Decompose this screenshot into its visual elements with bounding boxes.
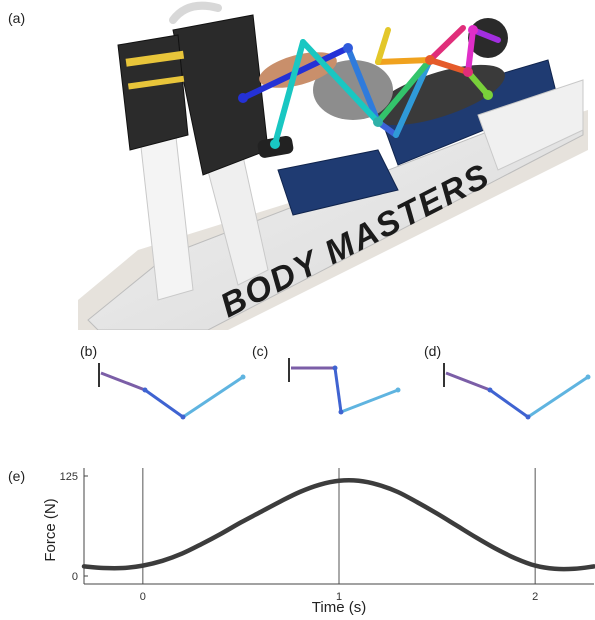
panel-label-b: (b) bbox=[80, 343, 98, 359]
back-rail bbox=[477, 79, 584, 171]
pose-b-knee bbox=[142, 387, 148, 393]
pose-c-thigh bbox=[333, 367, 343, 413]
leg-press-photo: BODY MASTERS bbox=[78, 1, 588, 330]
x-tick-label-0: 0 bbox=[140, 591, 146, 603]
panel-label-a: (a) bbox=[8, 10, 26, 26]
pose-diagram-b bbox=[98, 363, 246, 420]
pose-d-shoulder bbox=[585, 374, 591, 380]
y-tick-label-1: 125 bbox=[60, 471, 78, 483]
pose-d-knee bbox=[487, 387, 493, 393]
seat-cushion bbox=[277, 149, 399, 216]
pose-b-shin bbox=[100, 371, 146, 392]
pose-c-hip bbox=[338, 409, 344, 415]
pose-b-hip bbox=[180, 414, 186, 420]
y-tick-label-0: 0 bbox=[72, 571, 78, 583]
pose-d-thigh bbox=[489, 388, 529, 419]
force-vertical-lines bbox=[142, 468, 536, 584]
force-y-label: Force (N) bbox=[42, 498, 59, 561]
panel-label-e: (e) bbox=[8, 468, 26, 484]
pose-b-thigh bbox=[144, 388, 184, 419]
pose-d-shin bbox=[445, 371, 491, 392]
pose-diagram-d bbox=[443, 363, 591, 420]
x-tick-label-2: 2 bbox=[532, 591, 538, 603]
panel-label-c: (c) bbox=[252, 343, 269, 359]
force-y-ticks: 0 125 bbox=[60, 471, 88, 583]
pose-c-torso bbox=[340, 388, 399, 414]
force-x-label: Time (s) bbox=[312, 599, 366, 616]
pose-d-hip bbox=[525, 414, 531, 420]
pose-c-knee bbox=[332, 365, 338, 371]
weight-box-stripe bbox=[125, 50, 185, 67]
force-series-line bbox=[81, 478, 595, 572]
force-chart: 0 125 0 1 2 Force (N) Time (s) bbox=[42, 468, 595, 616]
pose-b-shoulder bbox=[240, 374, 246, 380]
pose-c-shoulder bbox=[395, 387, 401, 393]
top-handle bbox=[169, 1, 222, 24]
pose-d-torso bbox=[527, 375, 589, 419]
panel-label-d: (d) bbox=[424, 343, 442, 359]
pose-b-torso bbox=[182, 375, 244, 419]
pose-skeleton bbox=[238, 25, 501, 149]
pose-diagram-c bbox=[288, 358, 401, 415]
weight-box-stripe-2 bbox=[127, 75, 185, 90]
force-x-ticks: 0 1 2 bbox=[140, 591, 538, 603]
x-tick-label-1: 1 bbox=[336, 591, 342, 603]
